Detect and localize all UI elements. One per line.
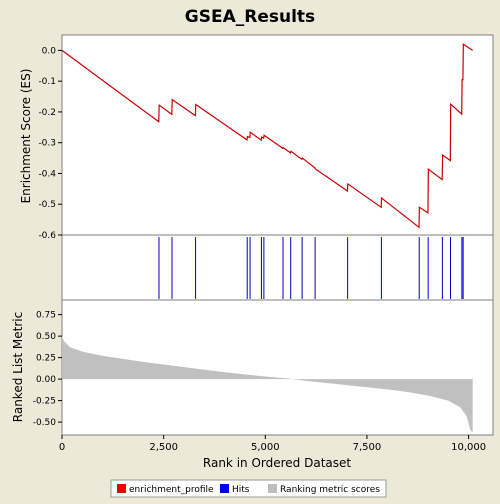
legend-box [110, 479, 387, 498]
legend-label-hits: Hits [232, 485, 250, 495]
x-tick-label-2: 5,000 [251, 442, 280, 453]
es-y-tick-label-5: -0.5 [38, 200, 56, 210]
hits-panel [61, 234, 494, 301]
x-tick-label-0: 0 [59, 442, 65, 453]
legend-swatch-enrichment-profile [117, 484, 126, 493]
y-axis-label-ranking: Ranked List Metric [11, 312, 25, 422]
legend-swatch-ranking-metric [268, 484, 277, 493]
x-tick-label-4: 10,000 [451, 442, 486, 453]
rank-y-tick-label-1: 0.50 [36, 332, 56, 342]
legend-swatch-hits [220, 484, 229, 493]
es-y-tick-label-0: 0.0 [42, 46, 57, 56]
x-tick-label-1: 2,500 [149, 442, 178, 453]
es-y-tick-label-4: -0.4 [38, 169, 56, 179]
legend-label-enrichment-profile: enrichment_profile [129, 485, 214, 495]
es-y-tick-label-3: -0.3 [38, 139, 56, 149]
enrichment-panel [61, 34, 494, 236]
enrichment-profile-line [61, 43, 473, 229]
y-axis-label-enrichment: Enrichment Score (ES) [19, 69, 33, 204]
rank-y-tick-label-5: -0.50 [33, 418, 57, 428]
rank-y-tick-label-3: 0.00 [36, 375, 56, 385]
x-tick-label-3: 7,500 [353, 442, 382, 453]
es-y-tick-label-1: -0.1 [38, 77, 56, 87]
x-axis-label: Rank in Ordered Dataset [203, 456, 351, 470]
ranking-metric-area [62, 336, 473, 433]
es-y-tick-label-6: -0.6 [38, 231, 56, 241]
rank-y-tick-label-4: -0.25 [33, 397, 56, 407]
es-y-tick-label-2: -0.2 [38, 108, 56, 118]
legend-label-ranking-metric: Ranking metric scores [280, 485, 380, 495]
chart-title: GSEA_Results [185, 7, 315, 27]
rank-y-tick-label-0: 0.75 [36, 311, 56, 321]
legend: enrichment_profile Hits Ranking metric s… [110, 479, 387, 498]
rank-y-tick-label-2: 0.25 [36, 354, 56, 364]
